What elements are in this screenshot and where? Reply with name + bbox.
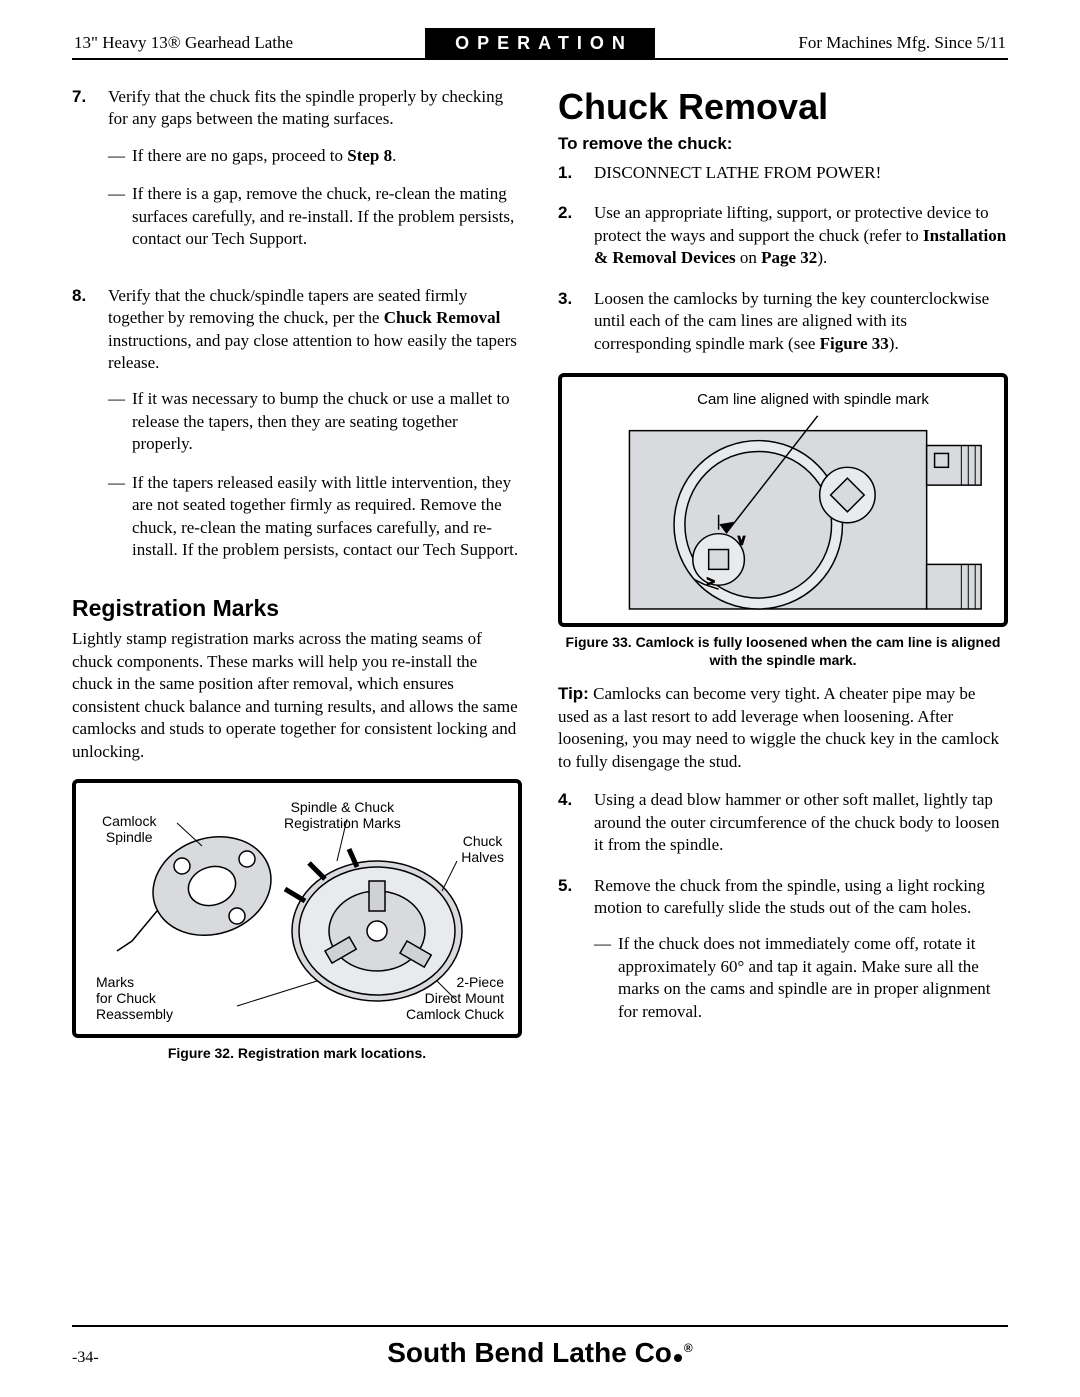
footer-row: -34- South Bend Lathe Co ® [72,1337,1008,1369]
page-number: -34- [72,1349,132,1367]
figure-32-graphic: CamlockSpindle Spindle & ChuckRegistrati… [84,791,510,1026]
step8-sublist: — If it was necessary to bump the chuck … [108,388,522,561]
dash-icon: — [108,388,126,455]
dash-text: If the tapers released easily with littl… [132,472,522,562]
step7-sublist: — If there are no gaps, proceed to Step … [108,145,522,251]
step-body: Using a dead blow hammer or other soft m… [594,789,1008,856]
dash-text-pre: If there are no gaps, proceed to [132,146,347,165]
r-step-5: 5. Remove the chuck from the spindle, us… [558,875,1008,1040]
content-columns: 7. Verify that the chuck fits the spindl… [72,86,1008,1062]
step-number: 1. [558,162,580,184]
registration-marks-heading: Registration Marks [72,595,522,622]
fig32-label-registration-marks: Spindle & ChuckRegistration Marks [284,799,401,831]
r-step-4: 4. Using a dead blow hammer or other sof… [558,789,1008,856]
dash-text: If there are no gaps, proceed to Step 8. [132,145,396,167]
step-number: 7. [72,86,94,267]
svg-text:∨: ∨ [736,532,746,548]
left-column: 7. Verify that the chuck fits the spindl… [72,86,522,1062]
header-section-label: OPERATION [425,28,655,58]
text-bold: Chuck Removal [384,308,501,327]
fig32-label-marks-reassembly: Marksfor ChuckReassembly [96,974,173,1022]
step-body: Use an appropriate lifting, support, or … [594,202,1008,269]
step5-dash-1: — If the chuck does not immediately come… [594,933,1008,1023]
step-number: 3. [558,288,580,355]
tip-body: Camlocks can become very tight. A cheate… [558,684,999,770]
dash-icon: — [108,145,126,167]
step7-dash-1: — If there are no gaps, proceed to Step … [108,145,522,167]
header-left: 13" Heavy 13® Gearhead Lathe [72,28,425,58]
fig32-label-chuck-halves: ChuckHalves [461,833,504,865]
dash-text-bold: Step 8 [347,146,392,165]
step-7: 7. Verify that the chuck fits the spindl… [72,86,522,267]
page-footer: -34- South Bend Lathe Co ® [72,1325,1008,1369]
step-body: Loosen the camlocks by turning the key c… [594,288,1008,355]
step-body: DISCONNECT LATHE FROM POWER! [594,162,1008,184]
step-text: Verify that the chuck/spindle tapers are… [108,286,517,372]
step-number: 8. [72,285,94,578]
step7-dash-2: — If there is a gap, remove the chuck, r… [108,183,522,250]
figure-33-svg: ∨ > [570,385,996,615]
step-number: 4. [558,789,580,856]
registered-icon: ® [684,1341,693,1355]
text-mid: on [736,248,762,267]
figure-33-graphic: Cam line aligned with spindle mark [570,385,996,615]
header-right: For Machines Mfg. Since 5/11 [655,28,1008,58]
dash-icon: — [108,472,126,562]
chuck-removal-lead: To remove the chuck: [558,134,1008,154]
dash-text: If there is a gap, remove the chuck, re-… [132,183,522,250]
figure-33-caption: Figure 33. Camlock is fully loosened whe… [558,633,1008,669]
right-step-list: 1. DISCONNECT LATHE FROM POWER! 2. Use a… [558,162,1008,355]
step-number: 2. [558,202,580,269]
dash-icon: — [108,183,126,250]
footer-rule [72,1325,1008,1327]
text-bold2: Page 32 [761,248,817,267]
dash-icon: — [594,933,612,1023]
step-body: Verify that the chuck fits the spindle p… [108,86,522,267]
step8-dash-1: — If it was necessary to bump the chuck … [108,388,522,455]
registration-marks-body: Lightly stamp registration marks across … [72,628,522,763]
figure-33-inline-label: Cam line aligned with spindle mark [640,391,986,408]
dash-text: If it was necessary to bump the chuck or… [132,388,522,455]
r-step-3: 3. Loosen the camlocks by turning the ke… [558,288,1008,355]
tip-block: Tip: Camlocks can become very tight. A c… [558,683,1008,773]
brand-dot-icon [674,1354,682,1362]
step-text: Remove the chuck from the spindle, using… [594,876,985,917]
right-step-list-2: 4. Using a dead blow hammer or other sof… [558,789,1008,1039]
text-post: ). [817,248,827,267]
step5-sublist: — If the chuck does not immediately come… [594,933,1008,1023]
dash-text-post: . [392,146,396,165]
text-bold: Figure 33 [820,334,889,353]
step-body: Remove the chuck from the spindle, using… [594,875,1008,1040]
step-number: 5. [558,875,580,1040]
step-8: 8. Verify that the chuck/spindle tapers … [72,285,522,578]
fig32-label-direct-mount: 2-PieceDirect MountCamlock Chuck [406,974,504,1022]
tip-label: Tip: [558,684,589,703]
manual-page: 13" Heavy 13® Gearhead Lathe OPERATION F… [0,0,1080,1397]
r-step-1: 1. DISCONNECT LATHE FROM POWER! [558,162,1008,184]
chuck-removal-title: Chuck Removal [558,86,1008,128]
dash-text: If the chuck does not immediately come o… [618,933,1008,1023]
text-post: instructions, and pay close attention to… [108,331,517,372]
figure-32-caption: Figure 32. Registration mark locations. [72,1044,522,1062]
step8-dash-2: — If the tapers released easily with lit… [108,472,522,562]
figure-32-box: CamlockSpindle Spindle & ChuckRegistrati… [72,779,522,1038]
text-pre: Loosen the camlocks by turning the key c… [594,289,989,353]
step-body: Verify that the chuck/spindle tapers are… [108,285,522,578]
text-post: ). [889,334,899,353]
brand-text: South Bend Lathe Co [387,1337,672,1368]
fig32-label-camlock-spindle: CamlockSpindle [102,813,156,845]
page-header: 13" Heavy 13® Gearhead Lathe OPERATION F… [72,28,1008,60]
r-step-2: 2. Use an appropriate lifting, support, … [558,202,1008,269]
svg-text:>: > [707,573,715,589]
figure-33-box: Cam line aligned with spindle mark [558,373,1008,627]
left-step-list: 7. Verify that the chuck fits the spindl… [72,86,522,577]
footer-brand: South Bend Lathe Co ® [132,1337,948,1369]
right-column: Chuck Removal To remove the chuck: 1. DI… [558,86,1008,1062]
step-text: Verify that the chuck fits the spindle p… [108,87,503,128]
